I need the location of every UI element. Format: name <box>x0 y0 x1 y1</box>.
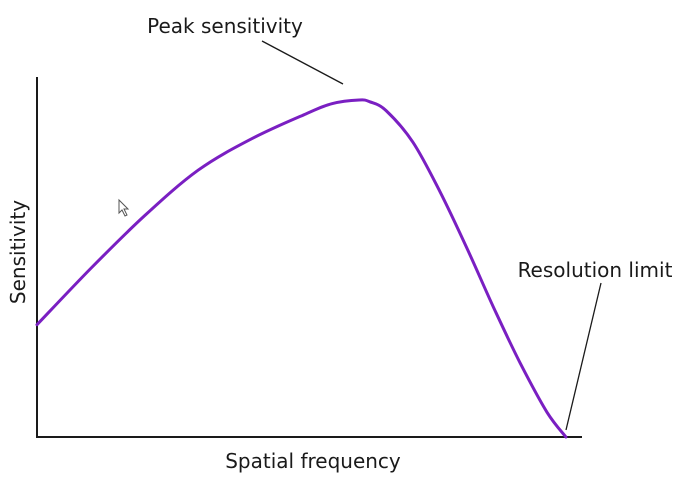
peak-sensitivity-annotation: Peak sensitivity <box>147 14 303 38</box>
mouse-cursor-icon <box>118 198 130 217</box>
x-axis-label: Spatial frequency <box>225 449 401 473</box>
resolution-limit-leader-line <box>565 282 602 431</box>
resolution-limit-annotation: Resolution limit <box>518 258 673 282</box>
peak-sensitivity-leader-line <box>261 40 344 85</box>
sensitivity-curve-line <box>35 98 568 439</box>
y-axis-label: Sensitivity <box>6 200 30 304</box>
